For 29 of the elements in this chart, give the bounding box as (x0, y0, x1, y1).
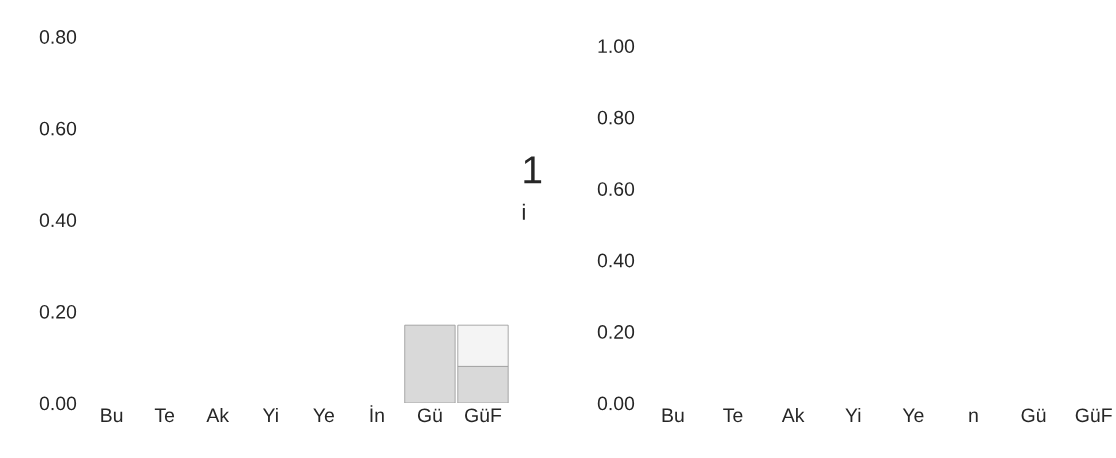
x-tick-label: GüF (1075, 408, 1112, 423)
text: i (522, 203, 525, 220)
x-tick-label: Gü (1021, 408, 1046, 423)
y-tick-label: 0.20 (597, 325, 635, 339)
y-tick-label: 0.60 (597, 182, 635, 196)
y-tick-label: 0.20 (39, 304, 77, 319)
x-tick-label: n (969, 411, 978, 422)
y-tick-label: 0.40 (597, 253, 635, 268)
x-tick-label: Yi (845, 407, 861, 422)
x-tick-label: GüF (465, 408, 502, 423)
x-tick-label: Gü (417, 408, 442, 423)
x-tick-label: Ak (206, 407, 230, 422)
x-tick-label: Ak (781, 407, 805, 422)
x-tick-label: Bu (101, 408, 123, 423)
x-tick-label: Ye (902, 408, 924, 423)
x-tick-label: İn (370, 405, 384, 422)
y-tick-label: 0.60 (39, 121, 77, 136)
y-tick-label: 0.40 (39, 213, 77, 228)
x-tick-label: Bu (662, 408, 684, 423)
y-tick-label: 0.00 (597, 396, 635, 411)
text: 1 (524, 156, 542, 184)
y-tick-label: 1.00 (598, 39, 635, 54)
y-tick-label: 0.80 (39, 30, 77, 44)
x-tick-label: Yi (262, 407, 278, 422)
x-tick-label: Te (154, 408, 175, 423)
y-tick-label: 0.00 (39, 396, 77, 411)
y-tick-label: 0.80 (597, 110, 635, 125)
x-tick-label: Ye (313, 408, 334, 423)
x-tick-label: Te (723, 408, 743, 423)
